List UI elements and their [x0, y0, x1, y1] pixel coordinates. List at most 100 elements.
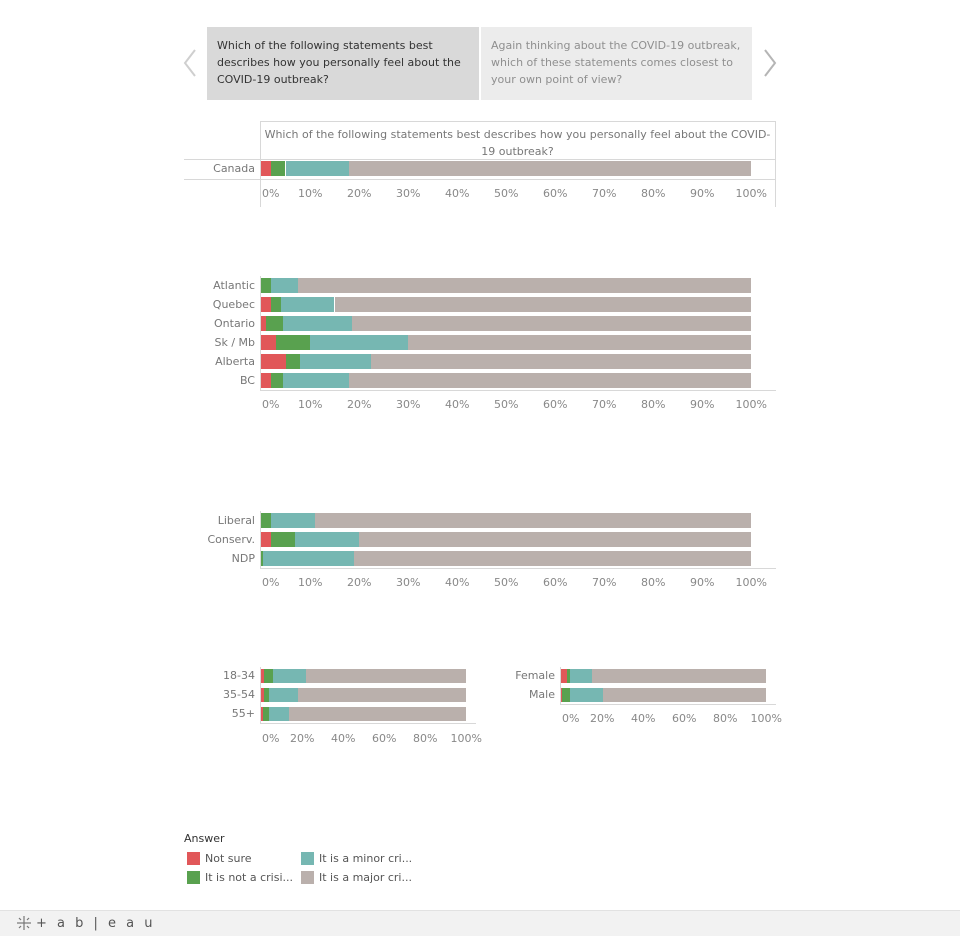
legend-swatch	[301, 870, 314, 884]
legend-label: It is a minor cri...	[319, 851, 413, 865]
bar-segment-not-sure[interactable]	[261, 707, 264, 721]
bar-segment-major-crisis[interactable]	[297, 688, 466, 702]
next-story-arrow[interactable]	[758, 46, 780, 80]
bar-segment-not-sure[interactable]	[261, 373, 271, 388]
legend-item-major-crisis[interactable]: It is a major cri...	[301, 870, 412, 884]
bar-segment-minor-crisis[interactable]	[270, 278, 298, 293]
bar-segment-not-sure[interactable]	[561, 669, 568, 683]
category-label: Atlantic	[213, 278, 255, 292]
bar-segment-major-crisis[interactable]	[306, 669, 466, 683]
category-label: Liberal	[217, 513, 255, 527]
bar-segment-not-a-crisis[interactable]	[270, 161, 286, 176]
x-axis-tick-label: 0%	[562, 712, 580, 725]
bar-segment-not-a-crisis[interactable]	[261, 278, 271, 293]
x-axis-tick-label: 70%	[592, 187, 617, 200]
bar-segment-major-crisis[interactable]	[371, 354, 751, 369]
bar-segment-not-a-crisis[interactable]	[285, 354, 301, 369]
bar-segment-minor-crisis[interactable]	[269, 707, 289, 721]
chart-frame-line	[260, 121, 261, 207]
bar-segment-not-a-crisis[interactable]	[261, 551, 264, 566]
bar-segment-minor-crisis[interactable]	[300, 354, 372, 369]
legend-item-not-a-crisis[interactable]: It is not a crisi...	[187, 870, 293, 884]
bar-segment-minor-crisis[interactable]	[270, 513, 315, 528]
x-axis-tick-label: 60%	[543, 576, 568, 589]
bar-segment-not-sure[interactable]	[261, 688, 265, 702]
bar-segment-not-sure[interactable]	[261, 354, 286, 369]
x-axis-tick-label: 60%	[672, 712, 697, 725]
bar-segment-not-a-crisis[interactable]	[270, 532, 296, 547]
legend-label: It is a major cri...	[319, 870, 412, 884]
x-axis-tick-label: 90%	[690, 398, 715, 411]
x-axis-tick-label: 80%	[641, 576, 666, 589]
bar-segment-major-crisis[interactable]	[349, 373, 751, 388]
axis-line	[260, 667, 261, 724]
bar-segment-not-sure[interactable]	[261, 161, 271, 176]
bar-segment-minor-crisis[interactable]	[295, 532, 359, 547]
bar-segment-not-sure[interactable]	[261, 669, 265, 683]
x-axis-tick-label: 70%	[592, 398, 617, 411]
axis-line	[560, 667, 561, 705]
bar-segment-major-crisis[interactable]	[288, 707, 466, 721]
x-axis-tick-label: 10%	[298, 187, 323, 200]
bar-segment-not-sure[interactable]	[261, 335, 276, 350]
bar-segment-minor-crisis[interactable]	[273, 669, 307, 683]
x-axis-tick-label: 0%	[262, 576, 280, 589]
bar-segment-major-crisis[interactable]	[334, 297, 751, 312]
bar-segment-not-a-crisis[interactable]	[264, 688, 270, 702]
bar-segment-not-a-crisis[interactable]	[261, 513, 271, 528]
bar-segment-major-crisis[interactable]	[591, 669, 766, 683]
x-axis-tick-label: 90%	[690, 576, 715, 589]
x-axis-tick-label: 20%	[347, 398, 372, 411]
bar-segment-major-crisis[interactable]	[349, 161, 751, 176]
bar-segment-minor-crisis[interactable]	[263, 551, 355, 566]
bar-segment-not-a-crisis[interactable]	[275, 335, 310, 350]
category-label: Conserv.	[207, 532, 255, 546]
x-axis-tick-label: 0%	[262, 187, 280, 200]
bar-segment-minor-crisis[interactable]	[280, 297, 335, 312]
bar-segment-not-sure[interactable]	[261, 316, 266, 331]
tableau-logo-text: + a b | e a u	[36, 915, 156, 931]
x-axis-tick-label: 50%	[494, 576, 519, 589]
bar-segment-minor-crisis[interactable]	[283, 316, 352, 331]
x-axis-tick-label: 40%	[631, 712, 656, 725]
category-label: BC	[239, 373, 255, 387]
category-label: 18-34	[223, 669, 255, 682]
bar-segment-major-crisis[interactable]	[297, 278, 751, 293]
x-axis-tick-label: 60%	[543, 187, 568, 200]
category-label: Quebec	[212, 297, 255, 311]
legend-item-minor-crisis[interactable]: It is a minor cri...	[301, 851, 412, 865]
legend-swatch	[187, 851, 200, 865]
bar-segment-not-a-crisis[interactable]	[263, 707, 270, 721]
bar-segment-minor-crisis[interactable]	[310, 335, 408, 350]
bar-segment-major-crisis[interactable]	[314, 513, 751, 528]
bar-segment-major-crisis[interactable]	[354, 551, 751, 566]
bar-segment-not-sure[interactable]	[261, 532, 271, 547]
legend-item-not-sure[interactable]: Not sure	[187, 851, 252, 865]
bar-segment-not-a-crisis[interactable]	[270, 297, 281, 312]
bar-segment-not-sure[interactable]	[561, 688, 563, 702]
bar-segment-not-sure[interactable]	[261, 297, 271, 312]
bar-segment-not-a-crisis[interactable]	[562, 688, 571, 702]
x-axis-tick-label: 0%	[262, 398, 280, 411]
tableau-logo[interactable]: + a b | e a u	[16, 915, 156, 931]
bar-segment-major-crisis[interactable]	[408, 335, 751, 350]
bar-segment-not-a-crisis[interactable]	[265, 316, 284, 331]
bar-segment-minor-crisis[interactable]	[283, 373, 350, 388]
previous-story-arrow[interactable]	[180, 46, 202, 80]
bar-segment-major-crisis[interactable]	[359, 532, 751, 547]
category-label: Alberta	[215, 354, 255, 368]
story-point-1[interactable]: Which of the following statements best d…	[207, 27, 479, 100]
bar-segment-not-a-crisis[interactable]	[567, 669, 571, 683]
bar-segment-not-a-crisis[interactable]	[264, 669, 274, 683]
x-axis-tick-label: 100%	[735, 398, 767, 411]
axis-line	[261, 723, 476, 724]
bar-segment-major-crisis[interactable]	[603, 688, 766, 702]
bar-segment-minor-crisis[interactable]	[570, 688, 604, 702]
story-point-2[interactable]: Again thinking about the COVID-19 outbre…	[481, 27, 752, 100]
bar-segment-major-crisis[interactable]	[351, 316, 751, 331]
bar-segment-minor-crisis[interactable]	[285, 161, 350, 176]
category-label: Sk / Mb	[214, 335, 255, 349]
bar-segment-minor-crisis[interactable]	[570, 669, 592, 683]
bar-segment-not-a-crisis[interactable]	[270, 373, 284, 388]
bar-segment-minor-crisis[interactable]	[269, 688, 298, 702]
